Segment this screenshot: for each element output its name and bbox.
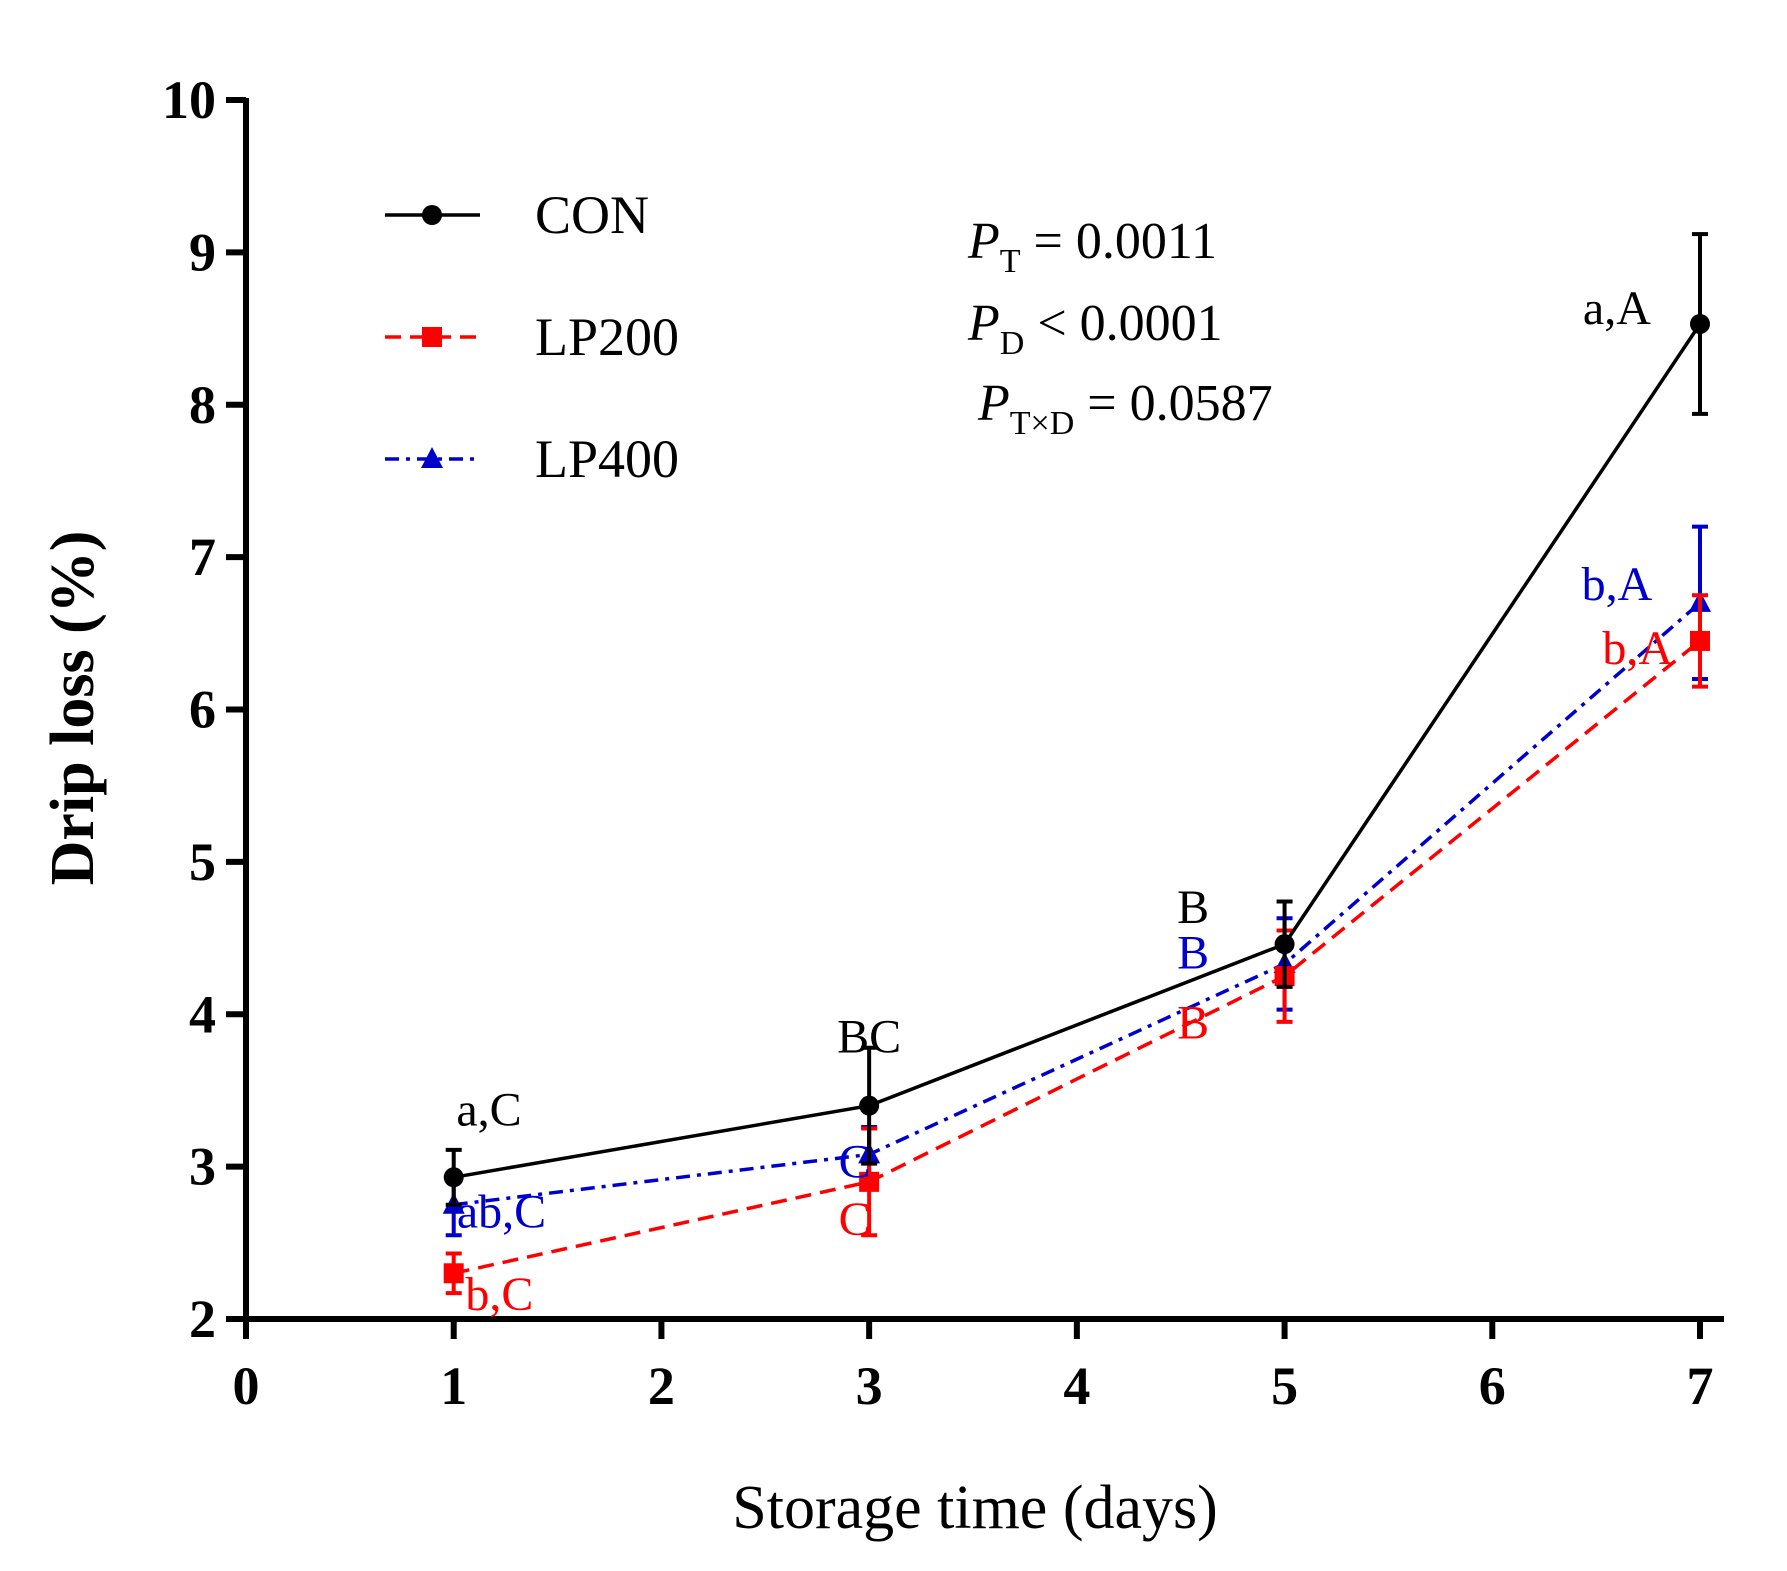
stat-line: PT = 0.0011	[967, 213, 1217, 280]
point-label: B	[1177, 881, 1209, 934]
stat-line: PT×D = 0.0587	[977, 375, 1273, 442]
stat-subscript: T	[1000, 243, 1021, 280]
series-line	[453, 323, 1702, 1180]
data-point	[443, 1263, 464, 1284]
y-axis-title: Drip loss (%)	[39, 531, 107, 886]
legend-item-lp400: LP400	[385, 429, 679, 489]
series-con	[443, 232, 1710, 1207]
legend-item-lp200: LP200	[385, 307, 679, 367]
stat-symbol: P	[977, 375, 1010, 432]
legend-marker	[421, 447, 443, 468]
legend-label: LP200	[535, 307, 679, 367]
data-point	[859, 1171, 880, 1192]
series-lp200	[443, 593, 1710, 1296]
x-ticks: 0 1 2 3 4 5 6 7	[233, 1319, 1714, 1416]
point-label: b,A	[1602, 622, 1673, 675]
series-layer	[442, 232, 1711, 1296]
y-tick-label: 6	[189, 680, 216, 740]
stat-value: = 0.0011	[1021, 213, 1217, 270]
x-tick-label: 3	[856, 1356, 883, 1416]
x-axis-title: Storage time (days)	[732, 1474, 1218, 1542]
x-tick-label: 0	[233, 1356, 260, 1416]
y-tick-label: 10	[162, 70, 216, 130]
point-label: C	[839, 1135, 871, 1188]
stat-subscript: T×D	[1010, 405, 1075, 442]
legend-item-con: CON	[385, 185, 649, 245]
stat-line: PD < 0.0001	[967, 295, 1223, 362]
series-line	[453, 601, 1702, 1207]
stat-value: = 0.0587	[1074, 375, 1272, 432]
legend-label: CON	[535, 185, 649, 245]
x-tick-label: 7	[1687, 1356, 1714, 1416]
y-tick-label: 8	[189, 375, 216, 435]
stat-symbol: P	[967, 295, 1000, 352]
y-tick-label: 7	[189, 527, 216, 587]
point-label: B	[1177, 997, 1209, 1050]
point-label: b,C	[465, 1268, 533, 1321]
data-point	[859, 1095, 880, 1116]
y-ticks: 2 3 4 5 6 7 8 9 10	[162, 70, 246, 1349]
point-label: BC	[837, 1010, 901, 1063]
x-tick-label: 2	[648, 1356, 675, 1416]
point-label: B	[1177, 927, 1209, 980]
legend-marker	[422, 327, 442, 347]
x-tick-label: 6	[1479, 1356, 1506, 1416]
series-lp400	[442, 524, 1711, 1238]
x-tick-label: 4	[1063, 1356, 1090, 1416]
data-point	[443, 1167, 464, 1188]
data-point	[1690, 313, 1710, 334]
point-label: a,C	[456, 1083, 521, 1136]
x-tick-label: 5	[1271, 1356, 1298, 1416]
y-tick-label: 2	[189, 1289, 216, 1349]
y-tick-label: 4	[189, 984, 216, 1044]
x-tick-label: 1	[440, 1356, 467, 1416]
legend: CON LP200 LP400	[385, 185, 679, 489]
y-tick-label: 5	[189, 832, 216, 892]
point-label: ab,C	[457, 1186, 546, 1239]
stat-subscript: D	[1000, 325, 1025, 362]
legend-label: LP400	[535, 429, 679, 489]
point-labels: a,C BC Ba,A b,C C Bb,A ab,C C Bb,A	[456, 282, 1673, 1321]
point-label: C	[839, 1193, 871, 1246]
point-label: a,A	[1583, 282, 1651, 335]
y-tick-label: 3	[189, 1137, 216, 1197]
data-point	[1690, 630, 1710, 651]
data-point	[1274, 934, 1295, 955]
series-line	[453, 639, 1702, 1275]
legend-marker	[422, 205, 442, 225]
stat-symbol: P	[967, 213, 1000, 270]
y-tick-label: 9	[189, 222, 216, 282]
point-label: b,A	[1582, 558, 1653, 611]
stat-value: < 0.0001	[1024, 295, 1222, 352]
